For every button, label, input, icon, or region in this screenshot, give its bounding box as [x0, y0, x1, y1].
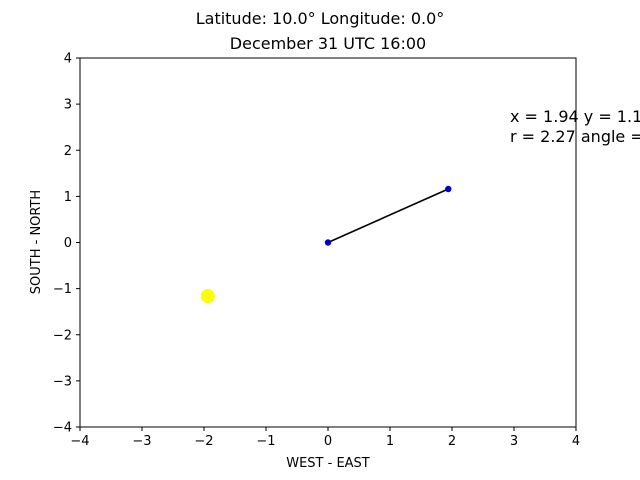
vector-end-point	[445, 185, 452, 193]
plot-area: −4 −3 −2 −1 0 1 2 3 4 −4 −3 −2 −1 0 1 2 3 4	[53, 52, 580, 450]
y-tick-label: 3	[64, 98, 72, 113]
x-tick-label: −4	[70, 434, 89, 449]
annotation-line-1: x = 1.94 y = 1.1	[510, 107, 640, 126]
y-tick-label: 4	[64, 52, 72, 67]
annotation-group: x = 1.94 y = 1.1 r = 2.27 angle =	[510, 107, 640, 146]
x-tick-label: 4	[572, 434, 580, 449]
y-tick-label: 1	[64, 190, 72, 205]
y-tick-label: 0	[64, 236, 72, 251]
x-axis-label: WEST - EAST	[286, 456, 370, 471]
y-tick-label: −2	[53, 328, 72, 343]
y-tick-label: −1	[53, 282, 72, 297]
x-tick-label: 1	[386, 434, 394, 449]
y-tick-label: −3	[53, 374, 72, 389]
y-axis-label: SOUTH - NORTH	[29, 190, 44, 294]
x-tick-label: −1	[256, 434, 275, 449]
x-tick-label: 3	[510, 434, 518, 449]
chart-title: Latitude: 10.0° Longitude: 0.0°	[196, 9, 445, 28]
x-tick-label: 2	[448, 434, 456, 449]
x-tick-label: −3	[132, 434, 151, 449]
x-tick-label: −2	[194, 434, 213, 449]
annotation-line-2: r = 2.27 angle =	[510, 127, 640, 146]
chart-subtitle: December 31 UTC 16:00	[230, 34, 426, 53]
y-tick-label: 2	[64, 144, 72, 159]
origin-point	[324, 239, 332, 246]
vector-line	[327, 188, 449, 244]
x-tick-label: 0	[324, 434, 332, 449]
sun-marker	[200, 289, 215, 304]
y-tick-label: −4	[53, 421, 72, 436]
